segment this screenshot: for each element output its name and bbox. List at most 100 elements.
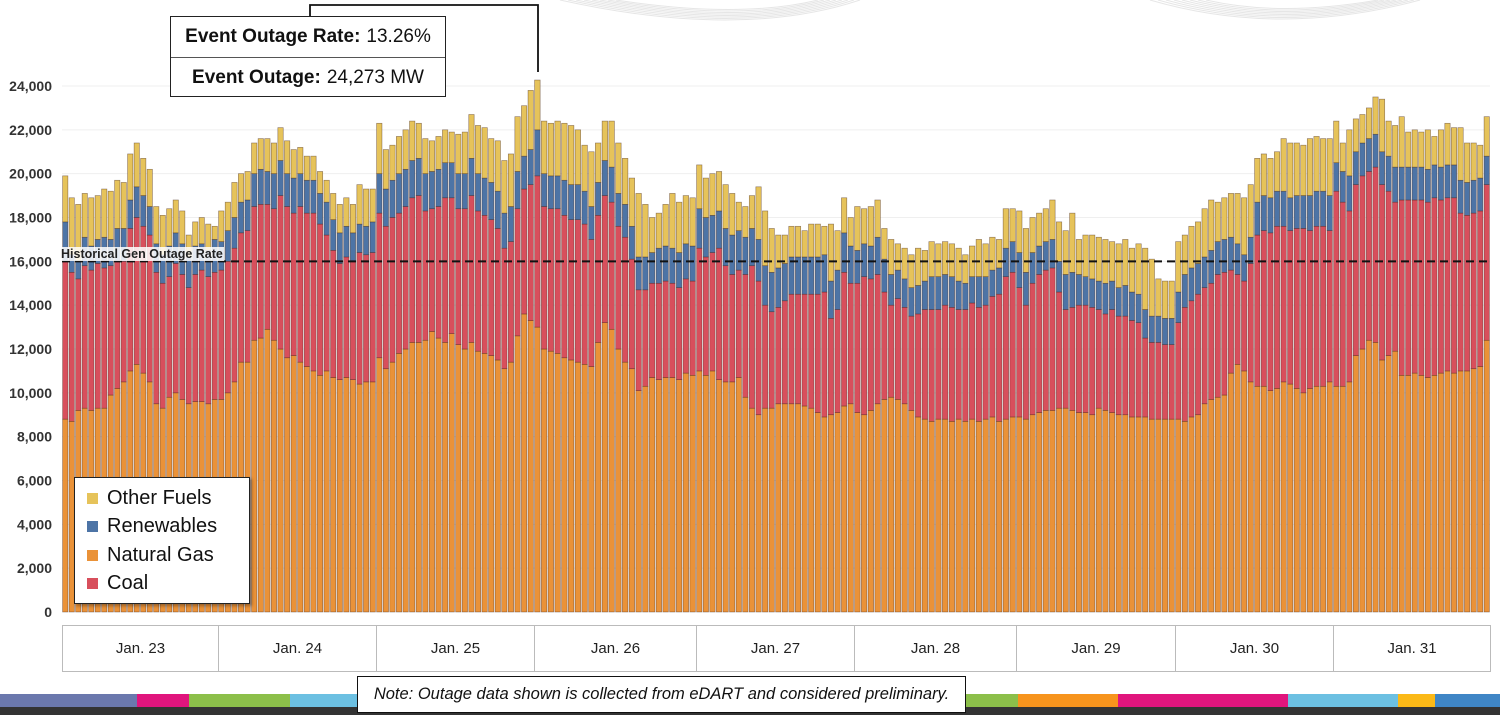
bar-segment-renewables [1405, 166, 1412, 201]
bar-segment-other-fuels [574, 129, 581, 185]
bar-segment-renewables [942, 274, 949, 306]
bar-segment-other-fuels [662, 204, 669, 247]
bar-segment-other-fuels [722, 184, 729, 229]
bar-segment-natural-gas [874, 403, 881, 613]
bar-segment-coal [62, 261, 69, 420]
bar-segment-coal [251, 206, 258, 341]
bar-segment-other-fuels [290, 149, 297, 179]
bar-segment-renewables [669, 247, 676, 284]
footer-color-segment [1288, 694, 1398, 707]
bar-segment-natural-gas [521, 313, 528, 613]
bar-segment-other-fuels [948, 243, 955, 277]
y-tick-label: 0 [44, 604, 52, 620]
bar-segment-other-fuels [1095, 236, 1102, 282]
bar-segment-coal [330, 250, 337, 378]
bar-segment-renewables [1109, 280, 1116, 310]
bar-segment-natural-gas [1195, 414, 1202, 613]
bar-segment-coal [581, 223, 588, 365]
bar-segment-natural-gas [982, 418, 989, 613]
bar-segment-other-fuels [238, 173, 245, 203]
bar-segment-other-fuels [554, 120, 561, 177]
bar-segment-renewables [1168, 318, 1175, 345]
bar-segment-other-fuels [310, 155, 317, 181]
bar-segment-renewables [921, 280, 928, 310]
bar-segment-renewables [409, 160, 416, 199]
bar-segment-natural-gas [1444, 370, 1451, 613]
bar-segment-natural-gas [1022, 418, 1029, 613]
bar-segment-other-fuels [514, 116, 521, 172]
bar-segment-coal [1385, 190, 1392, 356]
bar-segment-coal [409, 197, 416, 343]
bar-segment-coal [1398, 199, 1405, 376]
bar-segment-natural-gas [1036, 412, 1043, 613]
bar-segment-coal [107, 265, 114, 396]
bar-segment-other-fuels [975, 239, 982, 277]
bar-segment-coal [716, 247, 723, 380]
bar-segment-natural-gas [702, 374, 709, 613]
bar-segment-coal [1042, 269, 1049, 411]
bar-segment-coal [881, 291, 888, 400]
bar-segment-renewables [1135, 293, 1142, 323]
bar-segment-coal [303, 212, 310, 367]
bar-segment-renewables [461, 173, 468, 210]
bar-segment-other-fuels [861, 208, 868, 245]
bar-segment-renewables [581, 190, 588, 225]
bar-segment-natural-gas [861, 414, 868, 613]
bar-segment-coal [1366, 171, 1372, 341]
bar-segment-natural-gas [1306, 388, 1313, 613]
bar-segment-natural-gas [867, 410, 874, 613]
bar-segment-natural-gas [382, 368, 389, 613]
bar-segment-other-fuels [1287, 142, 1294, 199]
bar-segment-renewables [1095, 280, 1102, 310]
bar-segment-renewables [881, 258, 888, 293]
bar-segment-other-fuels [198, 217, 205, 245]
bar-segment-coal [396, 212, 403, 354]
bar-segment-natural-gas [574, 361, 581, 613]
bar-segment-other-fuels [881, 228, 888, 260]
bar-segment-renewables [894, 269, 901, 299]
bar-segment-renewables [561, 179, 568, 216]
bar-segment-coal [94, 263, 101, 409]
bar-segment-coal [601, 195, 608, 324]
y-tick-label: 12,000 [9, 341, 52, 357]
bar-segment-renewables [628, 225, 635, 260]
bar-segment-other-fuels [801, 230, 808, 258]
bar-segment-renewables [1424, 168, 1431, 203]
decorative-arc [1157, 0, 1415, 18]
bar-segment-natural-gas [655, 379, 662, 613]
bar-segment-coal [1016, 287, 1023, 418]
bar-segment-coal [935, 309, 942, 420]
x-category-label: Jan. 24 [218, 625, 377, 672]
bar-segment-other-fuels [595, 142, 602, 183]
bar-segment-natural-gas [1056, 407, 1063, 613]
bar-segment-coal [768, 311, 775, 409]
bar-segment-renewables [962, 282, 969, 310]
bar-segment-other-fuels [894, 243, 901, 271]
bar-segment-natural-gas [847, 403, 854, 613]
bar-segment-other-fuels [1379, 98, 1386, 153]
bar-segment-natural-gas [1188, 416, 1195, 613]
bar-segment-coal [1267, 232, 1274, 391]
bar-segment-other-fuels [541, 120, 548, 174]
bar-segment-natural-gas [735, 377, 742, 613]
bar-segment-renewables [1029, 252, 1036, 284]
y-tick-label: 18,000 [9, 210, 52, 226]
bar-segment-other-fuels [435, 136, 442, 170]
bar-segment-natural-gas [894, 399, 901, 613]
bar-segment-other-fuels [1280, 138, 1287, 192]
event-outage-rate-value: 13.26% [366, 26, 431, 47]
bar-segment-other-fuels [1437, 129, 1444, 168]
bar-segment-natural-gas [1168, 418, 1175, 613]
x-category-label: Jan. 30 [1175, 625, 1334, 672]
bar-segment-renewables [1009, 241, 1016, 273]
bar-segment-natural-gas [363, 381, 370, 613]
bar-segment-other-fuels [1313, 136, 1320, 192]
bar-segment-coal [81, 265, 88, 409]
footer-color-segment [1018, 694, 1118, 707]
bar-segment-other-fuels [455, 133, 462, 174]
bar-segment-renewables [1155, 315, 1162, 343]
bar-segment-natural-gas [1346, 381, 1353, 613]
bar-segment-other-fuels [133, 142, 140, 188]
bar-segment-other-fuels [1392, 125, 1399, 168]
bar-segment-other-fuels [442, 129, 449, 164]
